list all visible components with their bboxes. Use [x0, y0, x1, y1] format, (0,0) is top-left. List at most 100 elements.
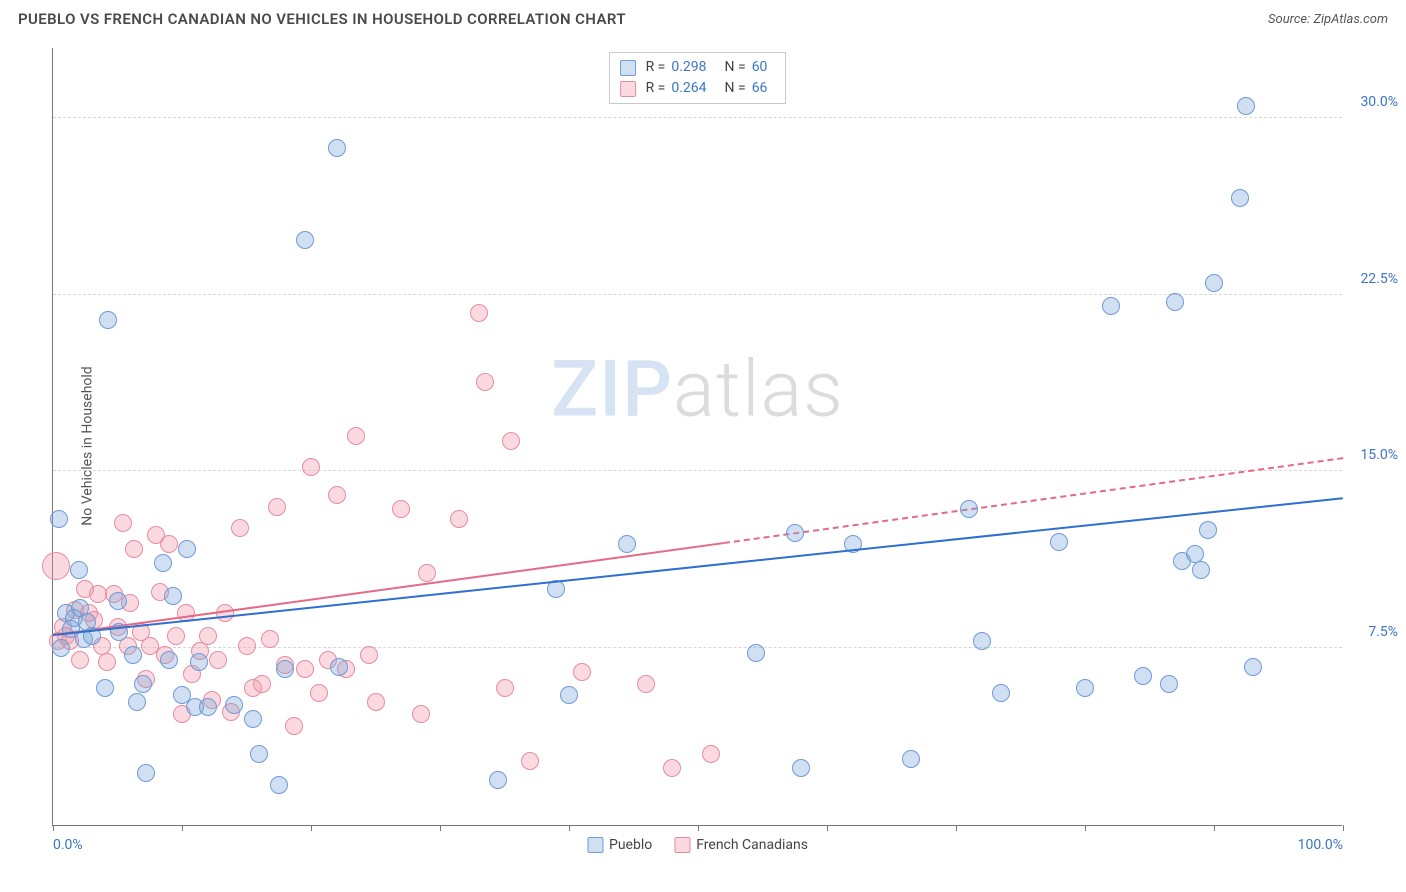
gridline [53, 117, 1342, 118]
data-point [1166, 293, 1184, 311]
data-point [328, 139, 346, 157]
data-point [250, 745, 268, 763]
data-point [124, 646, 142, 664]
data-point [330, 658, 348, 676]
data-point [137, 764, 155, 782]
data-point [1160, 675, 1178, 693]
legend-item: French Canadians [674, 837, 808, 853]
legend-swatch [620, 60, 636, 76]
data-point [225, 696, 243, 714]
data-point [164, 587, 182, 605]
data-point [702, 745, 720, 763]
x-tick [182, 825, 183, 831]
x-tick [1343, 825, 1344, 831]
data-point [310, 684, 328, 702]
data-point [360, 646, 378, 664]
source-attribution: Source: ZipAtlas.com [1268, 12, 1388, 27]
data-point [747, 644, 765, 662]
data-point [209, 651, 227, 669]
data-point [160, 651, 178, 669]
x-tick [1214, 825, 1215, 831]
y-tick-label: 30.0% [1360, 94, 1398, 110]
data-point [42, 552, 70, 580]
data-point [154, 554, 172, 572]
data-point [231, 519, 249, 537]
data-point [618, 535, 636, 553]
data-point [476, 373, 494, 391]
gridline [53, 294, 1342, 295]
data-point [521, 752, 539, 770]
data-point [253, 675, 271, 693]
y-tick-label: 15.0% [1360, 447, 1398, 463]
data-point [296, 231, 314, 249]
data-point [270, 776, 288, 794]
watermark: ZIPatlas [551, 344, 844, 435]
data-point [1134, 667, 1152, 685]
data-point [663, 759, 681, 777]
data-point [1050, 533, 1068, 551]
x-tick [827, 825, 828, 831]
data-point [244, 710, 262, 728]
legend-swatch [620, 81, 636, 97]
x-tick [698, 825, 699, 831]
data-point [418, 564, 436, 582]
data-point [1102, 297, 1120, 315]
data-point [70, 561, 88, 579]
data-point [328, 486, 346, 504]
data-point [99, 311, 117, 329]
data-point [190, 653, 208, 671]
data-point [199, 627, 217, 645]
x-tick [1085, 825, 1086, 831]
correlation-legend: R =0.298N =60R =0.264N =66 [609, 52, 787, 104]
trend-line [53, 498, 1343, 637]
x-tick [569, 825, 570, 831]
chart-title: PUEBLO VS FRENCH CANADIAN NO VEHICLES IN… [18, 10, 626, 28]
data-point [296, 660, 314, 678]
data-point [160, 535, 178, 553]
data-point [285, 717, 303, 735]
data-point [238, 637, 256, 655]
data-point [50, 510, 68, 528]
scatter-plot-area: ZIPatlas R =0.298N =60R =0.264N =66 Pueb… [52, 48, 1342, 826]
data-point [52, 639, 70, 657]
data-point [992, 684, 1010, 702]
x-tick-label: 0.0% [53, 837, 83, 853]
x-tick [956, 825, 957, 831]
data-point [125, 540, 143, 558]
data-point [960, 500, 978, 518]
data-point [261, 630, 279, 648]
x-tick [53, 825, 54, 831]
data-point [98, 653, 116, 671]
data-point [199, 698, 217, 716]
data-point [502, 432, 520, 450]
data-point [786, 524, 804, 542]
data-point [470, 304, 488, 322]
data-point [1192, 561, 1210, 579]
data-point [1205, 274, 1223, 292]
data-point [392, 500, 410, 518]
gridline [53, 470, 1342, 471]
data-point [268, 498, 286, 516]
data-point [450, 510, 468, 528]
legend-swatch [587, 837, 603, 853]
legend-row: R =0.264N =66 [620, 78, 776, 99]
data-point [134, 675, 152, 693]
data-point [1076, 679, 1094, 697]
series-legend: Pueblo French Canadians [587, 837, 808, 853]
data-point [128, 693, 146, 711]
data-point [96, 679, 114, 697]
data-point [178, 540, 196, 558]
data-point [276, 660, 294, 678]
x-tick [311, 825, 312, 831]
data-point [1244, 658, 1262, 676]
legend-item: Pueblo [587, 837, 652, 853]
data-point [167, 627, 185, 645]
data-point [1237, 97, 1255, 115]
data-point [792, 759, 810, 777]
data-point [496, 679, 514, 697]
data-point [347, 427, 365, 445]
data-point [973, 632, 991, 650]
data-point [1199, 521, 1217, 539]
data-point [489, 771, 507, 789]
data-point [573, 663, 591, 681]
